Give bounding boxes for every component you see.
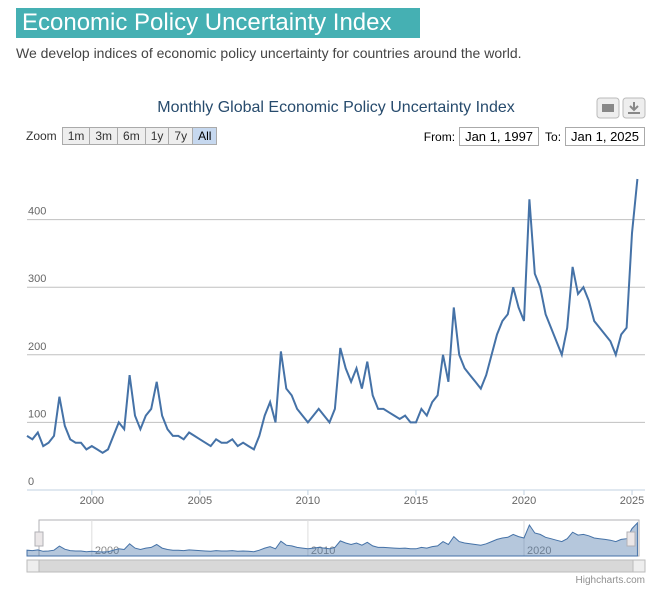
credit: Highcharts.com [576,575,645,586]
navigator-bg [38,519,640,557]
navigator-area [26,521,638,557]
zoom-button[interactable]: 7y [168,127,194,145]
zoom-button[interactable]: 1y [144,127,170,145]
y-tick-label: 0 [28,476,34,488]
from-input[interactable]: Jan 1, 1997 [459,127,540,146]
navigator-handle[interactable] [626,531,636,547]
zoom-button[interactable]: 1m [61,127,91,145]
y-tick-label: 200 [28,341,46,353]
zoom-button[interactable]: 3m [89,127,119,145]
scrollbar-thumb[interactable] [38,559,634,573]
date-range: From: Jan 1, 1997 To: Jan 1, 2025 [424,127,645,146]
y-tick-label: 300 [28,273,46,285]
chart-title: Monthly Global Economic Policy Uncertain… [157,99,515,116]
to-label: To: [545,129,562,144]
x-tick-label: 2025 [620,495,644,507]
navigator-label: 2020 [527,545,551,557]
zoom-button[interactable]: 6m [117,127,146,145]
x-tick-label: 2010 [296,495,320,507]
y-tick-label: 400 [28,206,46,218]
from-label: From: [423,129,456,144]
export-icon [628,102,640,114]
x-tick-label: 2005 [188,495,212,507]
zoom-label: Zoom [26,129,57,143]
page-title: Economic Policy Uncertainty Index [16,8,420,38]
x-tick-label: 2015 [404,495,428,507]
x-tick-label: 2020 [512,495,536,507]
navigator-label: 2000 [95,545,119,557]
y-tick-label: 100 [28,408,46,420]
data-line [26,178,639,454]
print-icon [602,104,614,112]
subtitle: We develop indices of economic policy un… [16,45,522,61]
zoom-controls: Zoom 1m 3m 6m 1y 7y All [26,127,218,145]
to-input[interactable]: Jan 1, 2025 [565,127,645,146]
navigator-handle[interactable] [34,531,44,547]
zoom-button[interactable]: All [192,127,218,145]
x-tick-label: 2000 [80,495,104,507]
